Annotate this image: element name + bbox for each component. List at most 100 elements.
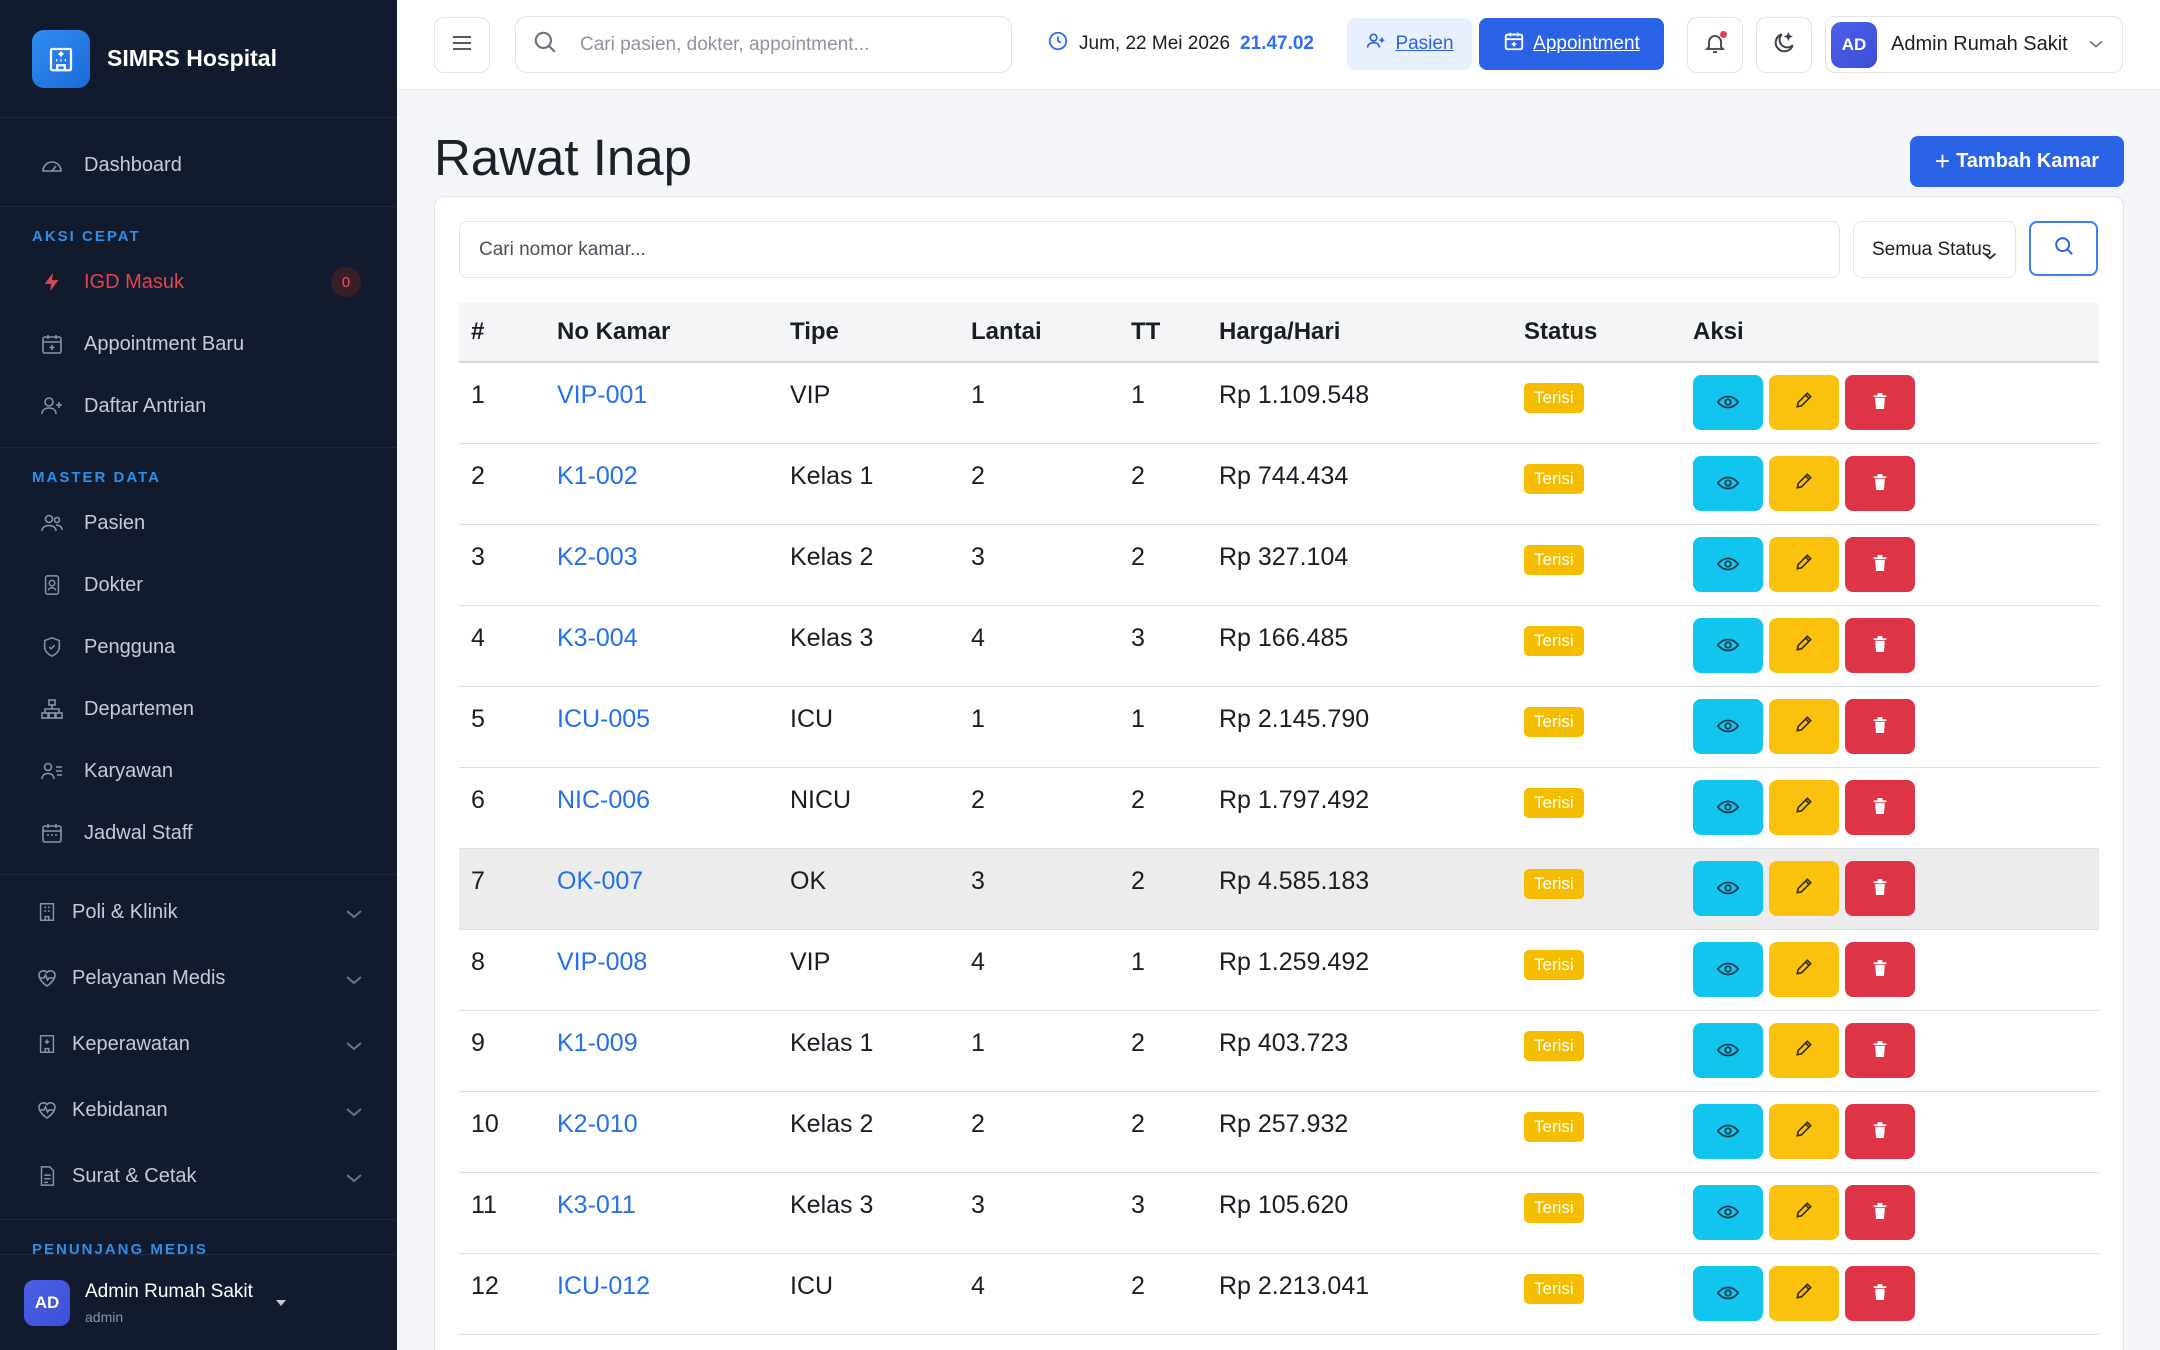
view-button[interactable] [1693, 860, 1763, 916]
sidebar-item-label: Pengguna [84, 635, 176, 658]
delete-button[interactable] [1845, 617, 1915, 673]
new-appointment-button[interactable]: Appointment [1479, 18, 1664, 70]
sidebar-item-dashboard[interactable]: Dashboard [0, 134, 397, 196]
sidebar-item-appointment-new[interactable]: Appointment Baru [0, 313, 397, 375]
user-menu[interactable]: AD Admin Rumah Sakit [1825, 16, 2123, 73]
sidebar-item-queue[interactable]: Daftar Antrian [0, 375, 397, 437]
delete-button[interactable] [1845, 375, 1915, 430]
view-button[interactable] [1693, 779, 1763, 835]
view-button[interactable] [1693, 1184, 1763, 1240]
room-search-input[interactable] [479, 238, 1779, 261]
table-row[interactable]: 1 VIP-001 VIP 1 1 Rp 1.109.548 Terisi [459, 362, 2099, 444]
room-number-link[interactable]: K1-002 [545, 443, 778, 525]
room-number-link[interactable]: NIC-006 [545, 767, 778, 849]
sidebar-item-departemen[interactable]: Departemen [0, 678, 397, 740]
column-header[interactable]: TT [1119, 303, 1207, 363]
sidebar-item-jadwal[interactable]: Jadwal Staff [0, 802, 397, 864]
table-row[interactable]: 8 VIP-008 VIP 4 1 Rp 1.259.492 Terisi [459, 929, 2099, 1011]
sidebar-item-pengguna[interactable]: Pengguna [0, 616, 397, 678]
delete-button[interactable] [1845, 698, 1915, 754]
edit-button[interactable] [1769, 860, 1839, 916]
table-row[interactable]: 9 K1-009 Kelas 1 1 2 Rp 403.723 Terisi [459, 1010, 2099, 1092]
column-header[interactable]: Status [1512, 303, 1681, 363]
column-header[interactable]: Harga/Hari [1207, 303, 1512, 363]
room-number-link[interactable]: ICU-005 [545, 686, 778, 768]
edit-button[interactable] [1769, 375, 1839, 430]
pencil-icon [1794, 1279, 1814, 1308]
view-button[interactable] [1693, 941, 1763, 997]
theme-toggle-button[interactable] [1756, 17, 1812, 73]
edit-button[interactable] [1769, 1184, 1839, 1240]
room-number-link[interactable]: K2-010 [545, 1091, 778, 1173]
view-button[interactable] [1693, 375, 1763, 430]
sidebar-item-dokter[interactable]: Dokter [0, 554, 397, 616]
view-button[interactable] [1693, 1103, 1763, 1159]
sidebar-item-igd[interactable]: IGD Masuk 0 [0, 251, 397, 313]
column-header[interactable]: Lantai [959, 303, 1119, 363]
view-button[interactable] [1693, 1265, 1763, 1321]
room-number-link[interactable]: K3-011 [545, 1172, 778, 1254]
edit-button[interactable] [1769, 941, 1839, 997]
room-number-link[interactable]: VIP-008 [545, 929, 778, 1011]
new-patient-button[interactable]: Pasien [1347, 18, 1472, 70]
column-header[interactable]: # [459, 303, 545, 363]
sidebar-item-label: Daftar Antrian [84, 394, 207, 417]
edit-button[interactable] [1769, 1103, 1839, 1159]
view-button[interactable] [1693, 455, 1763, 511]
sidebar-group-pelayanan[interactable]: Pelayanan Medis [0, 945, 397, 1011]
room-number-link[interactable]: ICU-012 [545, 1253, 778, 1335]
sidebar-group-kebidanan[interactable]: Kebidanan [0, 1077, 397, 1143]
room-number-link[interactable]: OK-007 [545, 848, 778, 930]
room-number-link[interactable]: K3-004 [545, 605, 778, 687]
sidebar-group-surat[interactable]: Surat & Cetak [0, 1143, 397, 1209]
table-row[interactable]: 12 ICU-012 ICU 4 2 Rp 2.213.041 Terisi [459, 1253, 2099, 1335]
table-row[interactable]: 5 ICU-005 ICU 1 1 Rp 2.145.790 Terisi [459, 686, 2099, 768]
sidebar-group-poli[interactable]: Poli & Klinik [0, 879, 397, 945]
edit-button[interactable] [1769, 1265, 1839, 1321]
delete-button[interactable] [1845, 455, 1915, 511]
delete-button[interactable] [1845, 536, 1915, 592]
edit-button[interactable] [1769, 455, 1839, 511]
brand[interactable]: SIMRS Hospital [0, 0, 397, 118]
delete-button[interactable] [1845, 1103, 1915, 1159]
room-number-link[interactable]: K2-003 [545, 524, 778, 606]
view-button[interactable] [1693, 536, 1763, 592]
delete-button[interactable] [1845, 1265, 1915, 1321]
delete-button[interactable] [1845, 1184, 1915, 1240]
view-button[interactable] [1693, 617, 1763, 673]
view-button[interactable] [1693, 1022, 1763, 1078]
menu-toggle-button[interactable] [434, 17, 490, 73]
room-number-link[interactable]: VIP-001 [545, 362, 778, 444]
edit-button[interactable] [1769, 1022, 1839, 1078]
cell-actions [1681, 929, 2099, 1011]
column-header[interactable]: Tipe [778, 303, 959, 363]
delete-button[interactable] [1845, 860, 1915, 916]
table-row[interactable]: 10 K2-010 Kelas 2 2 2 Rp 257.932 Terisi [459, 1091, 2099, 1173]
table-row[interactable]: 3 K2-003 Kelas 2 3 2 Rp 327.104 Terisi [459, 524, 2099, 606]
column-header[interactable]: No Kamar [545, 303, 778, 363]
delete-button[interactable] [1845, 1022, 1915, 1078]
table-row[interactable]: 7 OK-007 OK 3 2 Rp 4.585.183 Terisi [459, 848, 2099, 930]
table-row[interactable]: 6 NIC-006 NICU 2 2 Rp 1.797.492 Terisi [459, 767, 2099, 849]
view-button[interactable] [1693, 698, 1763, 754]
room-number-link[interactable]: K1-009 [545, 1010, 778, 1092]
edit-button[interactable] [1769, 779, 1839, 835]
table-row[interactable]: 4 K3-004 Kelas 3 4 3 Rp 166.485 Terisi [459, 605, 2099, 687]
sidebar-user-menu[interactable]: AD Admin Rumah Sakit admin [0, 1254, 397, 1350]
delete-button[interactable] [1845, 779, 1915, 835]
search-button[interactable] [2029, 221, 2098, 276]
sidebar-item-karyawan[interactable]: Karyawan [0, 740, 397, 802]
notifications-button[interactable] [1687, 17, 1743, 73]
sidebar-item-pasien[interactable]: Pasien [0, 492, 397, 554]
edit-button[interactable] [1769, 617, 1839, 673]
table-row[interactable]: 2 K1-002 Kelas 1 2 2 Rp 744.434 Terisi [459, 443, 2099, 525]
sidebar-group-keperawatan[interactable]: Keperawatan [0, 1011, 397, 1077]
table-row[interactable]: 11 K3-011 Kelas 3 3 3 Rp 105.620 Terisi [459, 1172, 2099, 1254]
cell-floor: 3 [959, 848, 1119, 930]
delete-button[interactable] [1845, 941, 1915, 997]
add-room-button[interactable]: + Tambah Kamar [1910, 136, 2124, 187]
edit-button[interactable] [1769, 698, 1839, 754]
global-search-input[interactable] [580, 33, 980, 56]
status-filter-select[interactable]: Semua Status [1853, 221, 2016, 278]
edit-button[interactable] [1769, 536, 1839, 592]
